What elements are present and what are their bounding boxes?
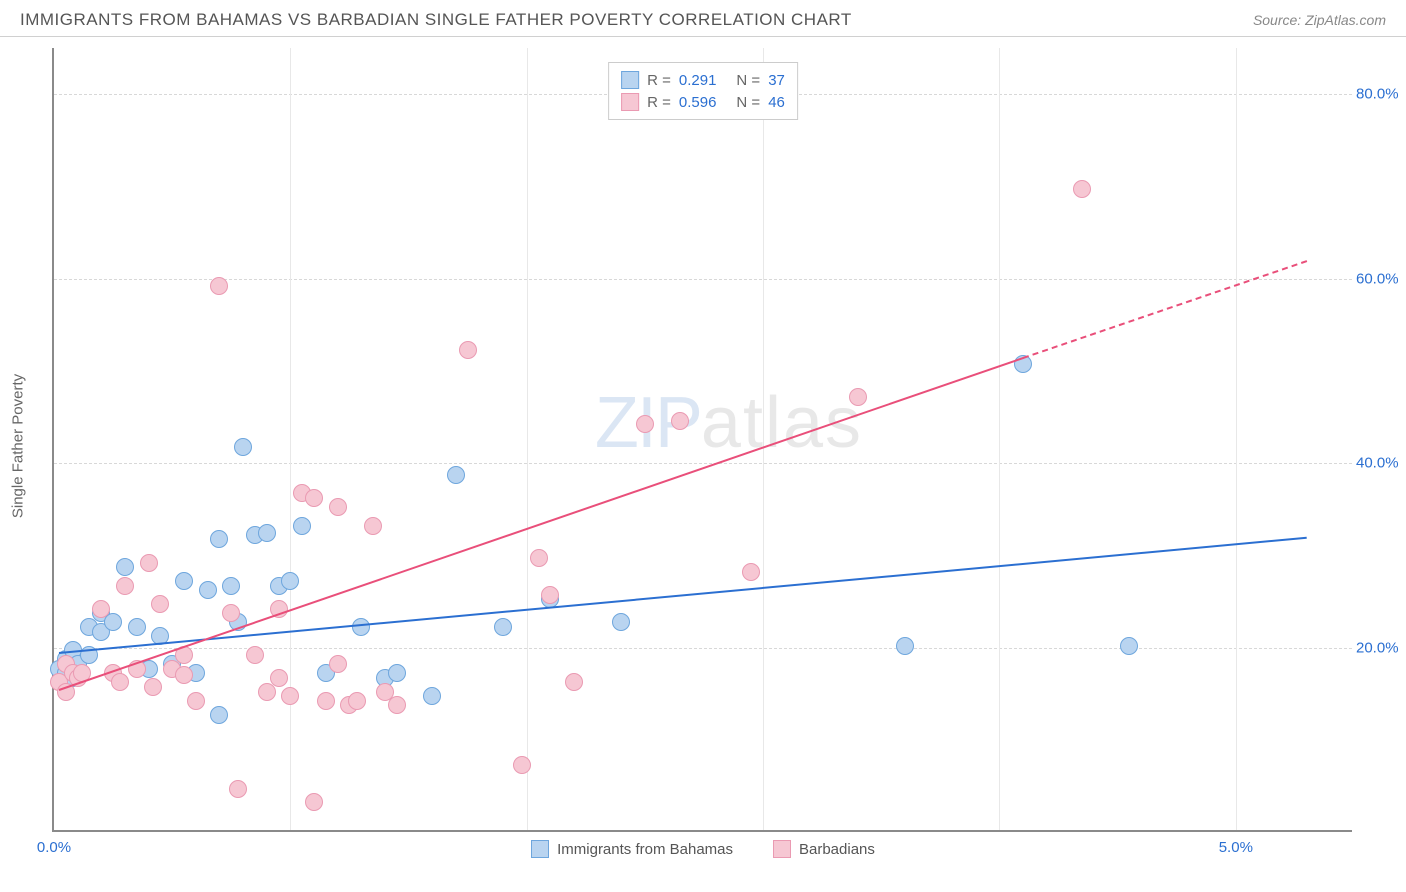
data-point: [896, 637, 914, 655]
data-point: [229, 780, 247, 798]
chart-header: IMMIGRANTS FROM BAHAMAS VS BARBADIAN SIN…: [0, 0, 1406, 37]
data-point: [742, 563, 760, 581]
y-axis-label: Single Father Poverty: [10, 374, 27, 518]
data-point: [305, 793, 323, 811]
legend-series-item: Immigrants from Bahamas: [531, 840, 733, 858]
y-tick-label: 60.0%: [1356, 270, 1406, 287]
trend-line: [1023, 260, 1307, 359]
gridline-v: [290, 48, 291, 830]
y-tick-label: 20.0%: [1356, 639, 1406, 656]
trend-line: [58, 357, 1023, 691]
data-point: [352, 618, 370, 636]
legend-swatch: [773, 840, 791, 858]
data-point: [636, 415, 654, 433]
y-tick-label: 40.0%: [1356, 455, 1406, 472]
data-point: [329, 655, 347, 673]
data-point: [1120, 637, 1138, 655]
data-point: [116, 577, 134, 595]
data-point: [447, 466, 465, 484]
data-point: [671, 412, 689, 430]
data-point: [565, 673, 583, 691]
data-point: [388, 696, 406, 714]
legend-swatch: [531, 840, 549, 858]
legend-swatch: [621, 93, 639, 111]
data-point: [111, 673, 129, 691]
data-point: [199, 581, 217, 599]
data-point: [305, 489, 323, 507]
chart-title: IMMIGRANTS FROM BAHAMAS VS BARBADIAN SIN…: [20, 10, 852, 30]
data-point: [258, 524, 276, 542]
legend-n-label: N =: [736, 72, 760, 89]
data-point: [222, 577, 240, 595]
data-point: [140, 554, 158, 572]
data-point: [494, 618, 512, 636]
data-point: [530, 549, 548, 567]
legend-n-value: 46: [768, 94, 785, 111]
legend-r-value: 0.291: [679, 72, 717, 89]
data-point: [210, 277, 228, 295]
data-point: [92, 600, 110, 618]
legend-series-item: Barbadians: [773, 840, 875, 858]
x-tick-label: 5.0%: [1219, 839, 1253, 856]
legend-series-label: Immigrants from Bahamas: [557, 841, 733, 858]
data-point: [144, 678, 162, 696]
chart-source: Source: ZipAtlas.com: [1253, 12, 1386, 28]
data-point: [116, 558, 134, 576]
data-point: [612, 613, 630, 631]
data-point: [423, 687, 441, 705]
data-point: [364, 517, 382, 535]
data-point: [187, 692, 205, 710]
data-point: [222, 604, 240, 622]
legend-r-value: 0.596: [679, 94, 717, 111]
data-point: [128, 618, 146, 636]
gridline-v: [763, 48, 764, 830]
gridline-v: [1236, 48, 1237, 830]
data-point: [210, 706, 228, 724]
data-point: [513, 756, 531, 774]
chart-area: ZIPatlas R =0.291N =37R =0.596N =46 Immi…: [52, 48, 1352, 832]
legend-series: Immigrants from Bahamas Barbadians: [54, 840, 1352, 858]
watermark-atlas: atlas: [701, 383, 863, 463]
gridline-v: [527, 48, 528, 830]
data-point: [348, 692, 366, 710]
gridline-h: [54, 463, 1352, 464]
data-point: [459, 341, 477, 359]
legend-series-label: Barbadians: [799, 841, 875, 858]
data-point: [210, 530, 228, 548]
gridline-h: [54, 279, 1352, 280]
legend-stats: R = 0.291 N = 37 R = 0.596 N = 46: [608, 62, 798, 120]
legend-stat-row: R = 0.596 N = 46: [621, 91, 785, 113]
legend-stat-row: R = 0.291 N = 37: [621, 69, 785, 91]
trend-line: [59, 537, 1307, 654]
legend-n-label: N =: [736, 94, 760, 111]
legend-r-label: R =: [647, 72, 671, 89]
data-point: [1073, 180, 1091, 198]
data-point: [151, 595, 169, 613]
data-point: [270, 669, 288, 687]
gridline-v: [999, 48, 1000, 830]
data-point: [293, 517, 311, 535]
data-point: [175, 666, 193, 684]
data-point: [175, 572, 193, 590]
data-point: [849, 388, 867, 406]
data-point: [246, 646, 264, 664]
data-point: [281, 687, 299, 705]
data-point: [329, 498, 347, 516]
y-tick-label: 80.0%: [1356, 86, 1406, 103]
data-point: [317, 692, 335, 710]
legend-r-label: R =: [647, 94, 671, 111]
data-point: [104, 613, 122, 631]
data-point: [388, 664, 406, 682]
legend-n-value: 37: [768, 72, 785, 89]
legend-swatch: [621, 71, 639, 89]
plot-area: ZIPatlas R =0.291N =37R =0.596N =46 Immi…: [52, 48, 1352, 832]
x-tick-label: 0.0%: [37, 839, 71, 856]
data-point: [281, 572, 299, 590]
data-point: [541, 586, 559, 604]
data-point: [234, 438, 252, 456]
